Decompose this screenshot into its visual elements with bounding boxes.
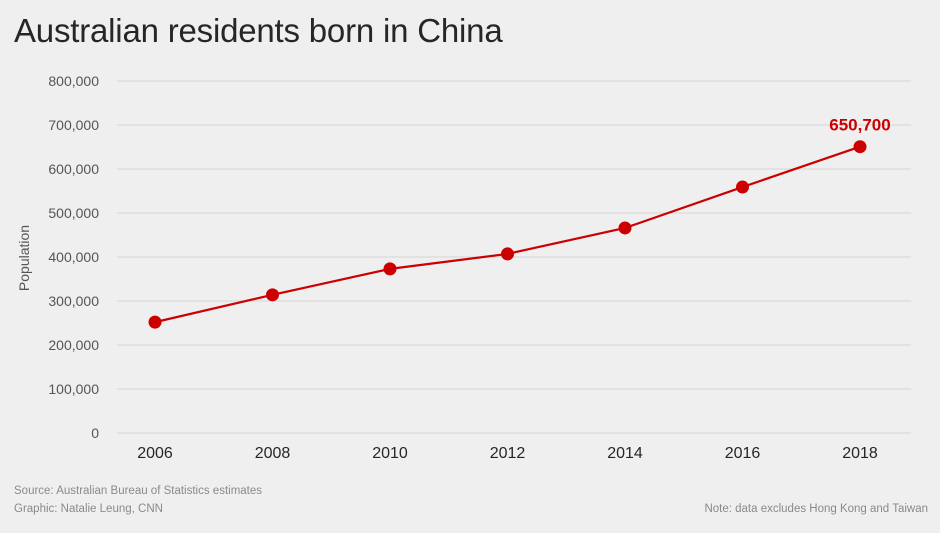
y-tick-label: 500,000	[48, 205, 99, 221]
data-point	[383, 262, 397, 276]
y-tick-label: 700,000	[48, 117, 99, 133]
x-tick-label: 2018	[842, 445, 878, 462]
data-point	[266, 288, 279, 302]
x-axis-ticks: 2006 2008 2010 2012 2014 2016 2018	[137, 445, 878, 462]
x-tick-label: 2008	[255, 445, 291, 462]
data-note: Note: data excludes Hong Kong and Taiwan	[704, 503, 928, 515]
series-line	[154, 145, 861, 324]
series-points	[148, 140, 867, 329]
annotations: 650,700	[829, 116, 890, 135]
source-note: Source: Australian Bureau of Statistics …	[14, 485, 263, 497]
data-point	[148, 315, 162, 329]
x-tick-label: 2014	[607, 445, 643, 462]
data-point	[736, 180, 749, 194]
x-tick-label: 2012	[490, 445, 526, 462]
y-tick-label: 800,000	[48, 73, 99, 89]
gridlines	[117, 80, 911, 434]
data-label: 650,700	[829, 116, 890, 135]
x-tick-label: 2016	[725, 445, 761, 462]
y-tick-label: 600,000	[48, 161, 99, 177]
y-axis-label: Population	[16, 225, 32, 291]
y-tick-label: 0	[91, 425, 99, 441]
y-tick-label: 400,000	[48, 249, 99, 265]
data-point	[853, 140, 867, 154]
credit-note: Graphic: Natalie Leung, CNN	[14, 503, 163, 515]
y-tick-label: 100,000	[48, 381, 99, 397]
data-point	[618, 221, 632, 235]
y-tick-label: 200,000	[48, 337, 99, 353]
y-axis-ticks: 0 100,000 200,000 300,000 400,000 500,000 600,…	[48, 73, 99, 441]
x-tick-label: 2010	[372, 445, 408, 462]
y-tick-label: 300,000	[48, 293, 99, 309]
chart-title: Australian residents born in China	[14, 12, 503, 49]
data-point	[501, 247, 514, 261]
series-line-path	[154, 145, 861, 324]
x-tick-label: 2006	[137, 445, 173, 462]
